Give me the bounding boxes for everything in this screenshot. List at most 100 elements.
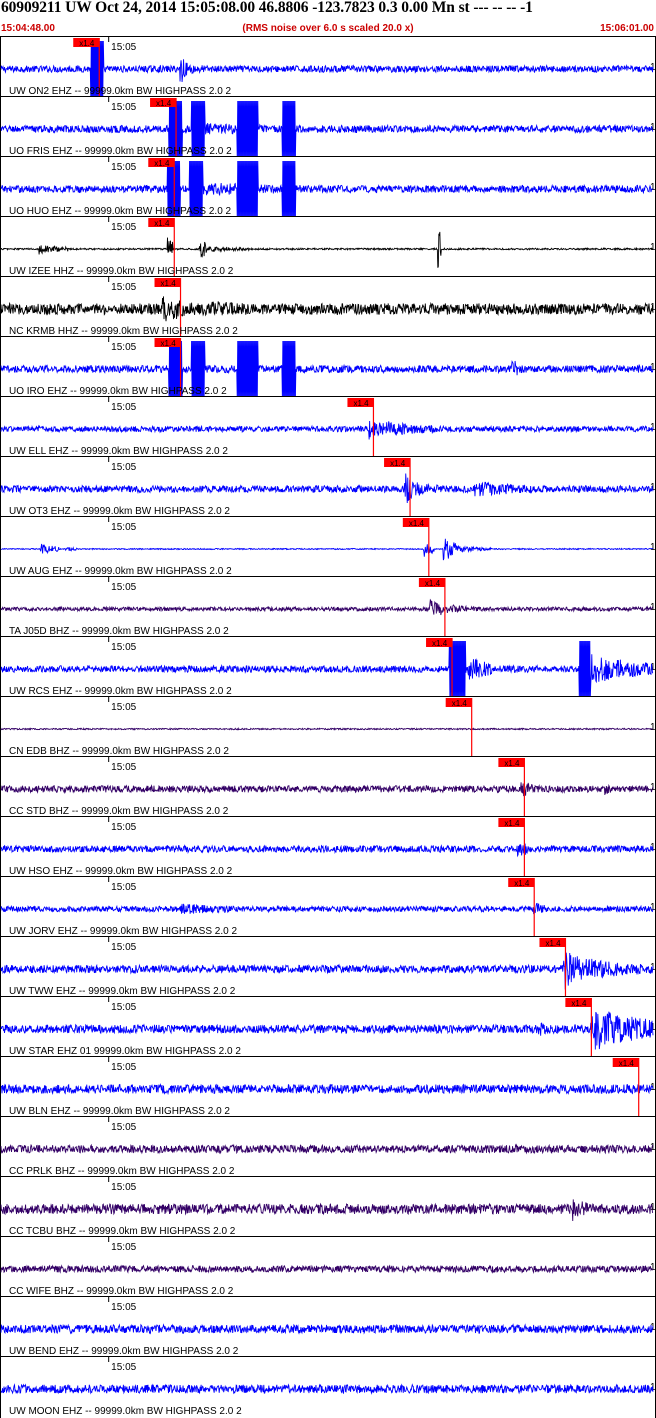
trace-waveform [0,1323,654,1335]
pick-flag-label: x1.4 [432,639,448,648]
pick-flag [418,578,445,587]
minute-tick-label: 15:05 [111,162,136,173]
trace-row: 15:05 1 x1.4 UW AUG EHZ -- 99999.0km BW HIG… [0,516,656,577]
trace-waveform [0,598,654,616]
pick-marker: x1.4 [402,518,430,576]
pick-flag-label: x1.4 [156,99,172,108]
minute-tick-label: 15:05 [111,402,136,413]
pick-flag-label: x1.4 [504,819,520,828]
minute-tick-label: 15:05 [111,282,136,293]
pick-flag-label: x1.4 [619,1059,635,1068]
trace-scale-marker: 1 [650,362,656,373]
trace-station-label: CC TCBU BHZ -- 99999.0km BW HIGHPASS 2.0… [9,1226,236,1237]
trace-station-label: UO IRO EHZ -- 99999.0km BW HIGHPASS 2.0 … [9,386,227,397]
trace-waveform [0,640,654,698]
pick-flag [154,278,181,287]
trace-station-label: CC WIFE BHZ -- 99999.0km BW HIGHPASS 2.0… [9,1286,234,1297]
trace-waveform [0,420,654,440]
pick-flag [508,878,535,887]
pick-marker: x1.4 [148,218,175,276]
pick-flag-label: x1.4 [79,39,95,48]
trace-scale-marker: 1 [650,122,656,133]
trace-scale-marker: 1 [650,1142,656,1153]
pick-marker: x1.4 [154,278,182,336]
trace-station-label: UW ELL EHZ -- 99999.0km BW HIGHPASS 2.0 … [9,446,228,457]
trace-station-label: UO HUO EHZ -- 99999.0km BW HIGHPASS 2.0 … [9,206,232,217]
pick-flag-label: x1.4 [545,939,561,948]
pick-flag-label: x1.4 [409,519,425,528]
trace-waveform [0,40,654,98]
minute-tick-label: 15:05 [111,342,136,353]
trace-station-label: UW RCS EHZ -- 99999.0km BW HIGHPASS 2.0 … [9,686,232,697]
trace-station-label: TA J05D BHZ -- 99999.0km BW HIGHPASS 2.0… [9,626,229,637]
trace-waveform [0,1264,654,1274]
pick-marker: x1.4 [565,998,592,1056]
pick-flag [565,998,592,1007]
trace-waveform [0,1199,654,1222]
minute-tick-label: 15:05 [111,102,136,113]
trace-waveform [0,1011,654,1050]
minute-tick-label: 15:05 [111,702,136,713]
trace-waveform [0,296,654,322]
trace-waveform [0,100,654,158]
trace-waveform [0,843,654,858]
rms-noise-note: (RMS noise over 6.0 s scaled 20.0 x) [242,23,414,34]
pick-marker: x1.4 [384,458,411,516]
minute-tick-label: 15:05 [111,462,136,473]
trace-station-label: UW BLN EHZ -- 99999.0km BW HIGHPASS 2.0 … [9,1106,230,1117]
pick-flag-label: x1.4 [161,279,177,288]
pick-flag-label: x1.4 [425,579,441,588]
pick-flag [148,218,175,227]
minute-tick-label: 15:05 [111,42,136,53]
plot-header: 60909211 UW Oct 24, 2014 15:05:08.00 46.… [0,0,656,36]
minute-tick-label: 15:05 [111,1002,136,1013]
minute-tick-label: 15:05 [111,582,136,593]
pick-flag-label: x1.4 [161,339,177,348]
trace-row: 15:05 1 x1.4 UW OT3 EHZ -- 99999.0km BW HIG… [0,456,656,517]
pick-flag [498,818,525,827]
pick-marker: x1.4 [154,338,182,396]
trace-station-label: UW MOON EHZ -- 99999.0km BW HIGHPASS 2.0… [9,1406,242,1417]
pick-marker: x1.4 [150,98,177,156]
start-time-label: 15:04:48.00 [1,23,55,34]
trace-station-label: UW HSO EHZ -- 99999.0km BW HIGHPASS 2.0 … [9,866,233,877]
seismogram-plot: 15:05 1 x1.4 UW ON2 EHZ -- 99999.0km BW HIG… [0,36,656,1418]
pick-flag [384,458,411,467]
trace-scale-marker: 1 [650,1262,656,1273]
minute-tick-label: 15:05 [111,1062,136,1073]
trace-waveform [0,340,654,398]
trace-waveform [0,1082,654,1096]
minute-tick-label: 15:05 [111,1242,136,1253]
pick-flag [150,98,177,107]
pick-marker: x1.4 [426,638,453,696]
pick-flag [148,158,175,167]
minute-tick-label: 15:05 [111,1182,136,1193]
trace-waveform [0,1143,654,1155]
trace-row: 15:05 1 x1.4 UW IZEE HHZ -- 99999.0km BW HI… [0,216,656,277]
pick-flag-label: x1.4 [514,879,530,888]
trace-scale-marker: 1 [650,242,656,253]
trace-station-label: CC PRLK BHZ -- 99999.0km BW HIGHPASS 2.0… [9,1166,235,1177]
pick-flag-label: x1.4 [504,759,520,768]
minute-tick-label: 15:05 [111,1122,136,1133]
pick-marker: x1.4 [445,698,473,756]
pick-marker: x1.4 [498,818,525,876]
trace-waveform [0,473,654,504]
trace-row: 15:05 1 x1.4 UO FRIS EHZ -- 99999.0km BW HI… [0,96,656,158]
pick-flag [612,1058,639,1067]
minute-tick-label: 15:05 [111,762,136,773]
minute-tick-label: 15:05 [111,222,136,233]
pick-marker: x1.4 [539,938,567,996]
trace-waveform [0,952,654,990]
pick-flag [154,338,181,347]
trace-waveform [1,231,654,268]
pick-flag-label: x1.4 [452,699,468,708]
minute-tick-label: 15:05 [111,1362,136,1373]
